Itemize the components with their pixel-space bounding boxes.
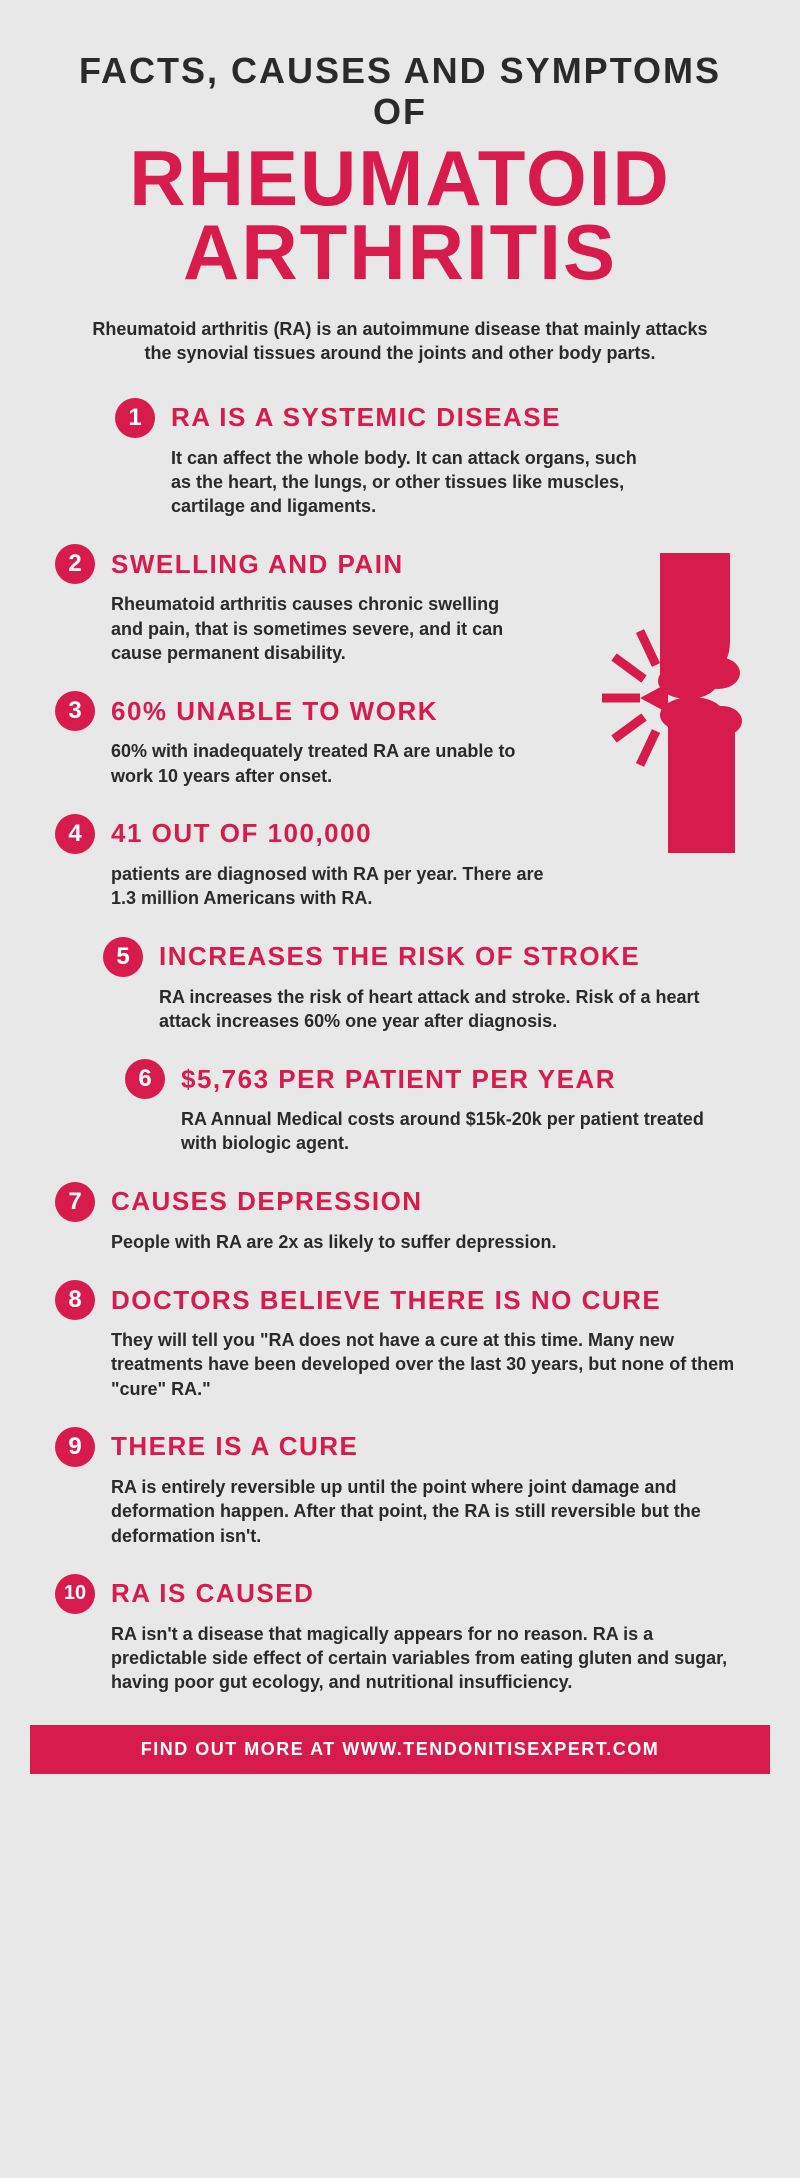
title-line-2: ARTHRITIS [183, 208, 617, 296]
item-body: They will tell you "RA does not have a c… [55, 1328, 745, 1401]
item-title: 41 OUT OF 100,000 [111, 818, 372, 849]
fact-item-7: 7 CAUSES DEPRESSION People with RA are 2… [55, 1182, 745, 1254]
main-title: RHEUMATOID ARTHRITIS [55, 141, 745, 289]
item-badge: 6 [125, 1059, 165, 1099]
item-badge: 10 [55, 1574, 95, 1614]
fact-item-5: 5 INCREASES THE RISK OF STROKE RA increa… [103, 937, 745, 1034]
item-body: RA is entirely reversible up until the p… [55, 1475, 745, 1548]
footer-bar: FIND OUT MORE AT WWW.TENDONITISEXPERT.CO… [30, 1725, 770, 1774]
item-badge: 7 [55, 1182, 95, 1222]
fact-item-10: 10 RA IS CAUSED RA isn't a disease that … [55, 1574, 745, 1695]
fact-item-1: 1 RA IS A SYSTEMIC DISEASE It can affect… [115, 398, 745, 519]
item-body: RA increases the risk of heart attack an… [103, 985, 745, 1034]
item-title: SWELLING AND PAIN [111, 549, 404, 580]
item-badge: 5 [103, 937, 143, 977]
item-title: 60% UNABLE TO WORK [111, 696, 438, 727]
item-badge: 4 [55, 814, 95, 854]
item-body: It can affect the whole body. It can att… [115, 446, 745, 519]
fact-item-8: 8 DOCTORS BELIEVE THERE IS NO CURE They … [55, 1280, 745, 1401]
pre-title: FACTS, CAUSES AND SYMPTOMS OF [55, 50, 745, 133]
item-title: INCREASES THE RISK OF STROKE [159, 941, 640, 972]
item-title: RA IS CAUSED [111, 1578, 314, 1609]
items-list: 1 RA IS A SYSTEMIC DISEASE It can affect… [55, 398, 745, 1695]
item-title: CAUSES DEPRESSION [111, 1186, 423, 1217]
item-badge: 8 [55, 1280, 95, 1320]
item-title: RA IS A SYSTEMIC DISEASE [171, 402, 561, 433]
infographic-container: FACTS, CAUSES AND SYMPTOMS OF RHEUMATOID… [0, 0, 800, 1695]
item-title: $5,763 PER PATIENT PER YEAR [181, 1064, 616, 1095]
item-body: patients are diagnosed with RA per year.… [55, 862, 745, 911]
item-body: RA isn't a disease that magically appear… [55, 1622, 745, 1695]
item-badge: 2 [55, 544, 95, 584]
intro-text: Rheumatoid arthritis (RA) is an autoimmu… [55, 317, 745, 366]
fact-item-6: 6 $5,763 PER PATIENT PER YEAR RA Annual … [125, 1059, 745, 1156]
item-title: THERE IS A CURE [111, 1431, 358, 1462]
item-title: DOCTORS BELIEVE THERE IS NO CURE [111, 1285, 661, 1316]
item-body: People with RA are 2x as likely to suffe… [55, 1230, 745, 1254]
item-badge: 9 [55, 1427, 95, 1467]
item-badge: 1 [115, 398, 155, 438]
item-body: RA Annual Medical costs around $15k-20k … [125, 1107, 745, 1156]
item-badge: 3 [55, 691, 95, 731]
knee-joint-icon [570, 553, 760, 853]
fact-item-9: 9 THERE IS A CURE RA is entirely reversi… [55, 1427, 745, 1548]
